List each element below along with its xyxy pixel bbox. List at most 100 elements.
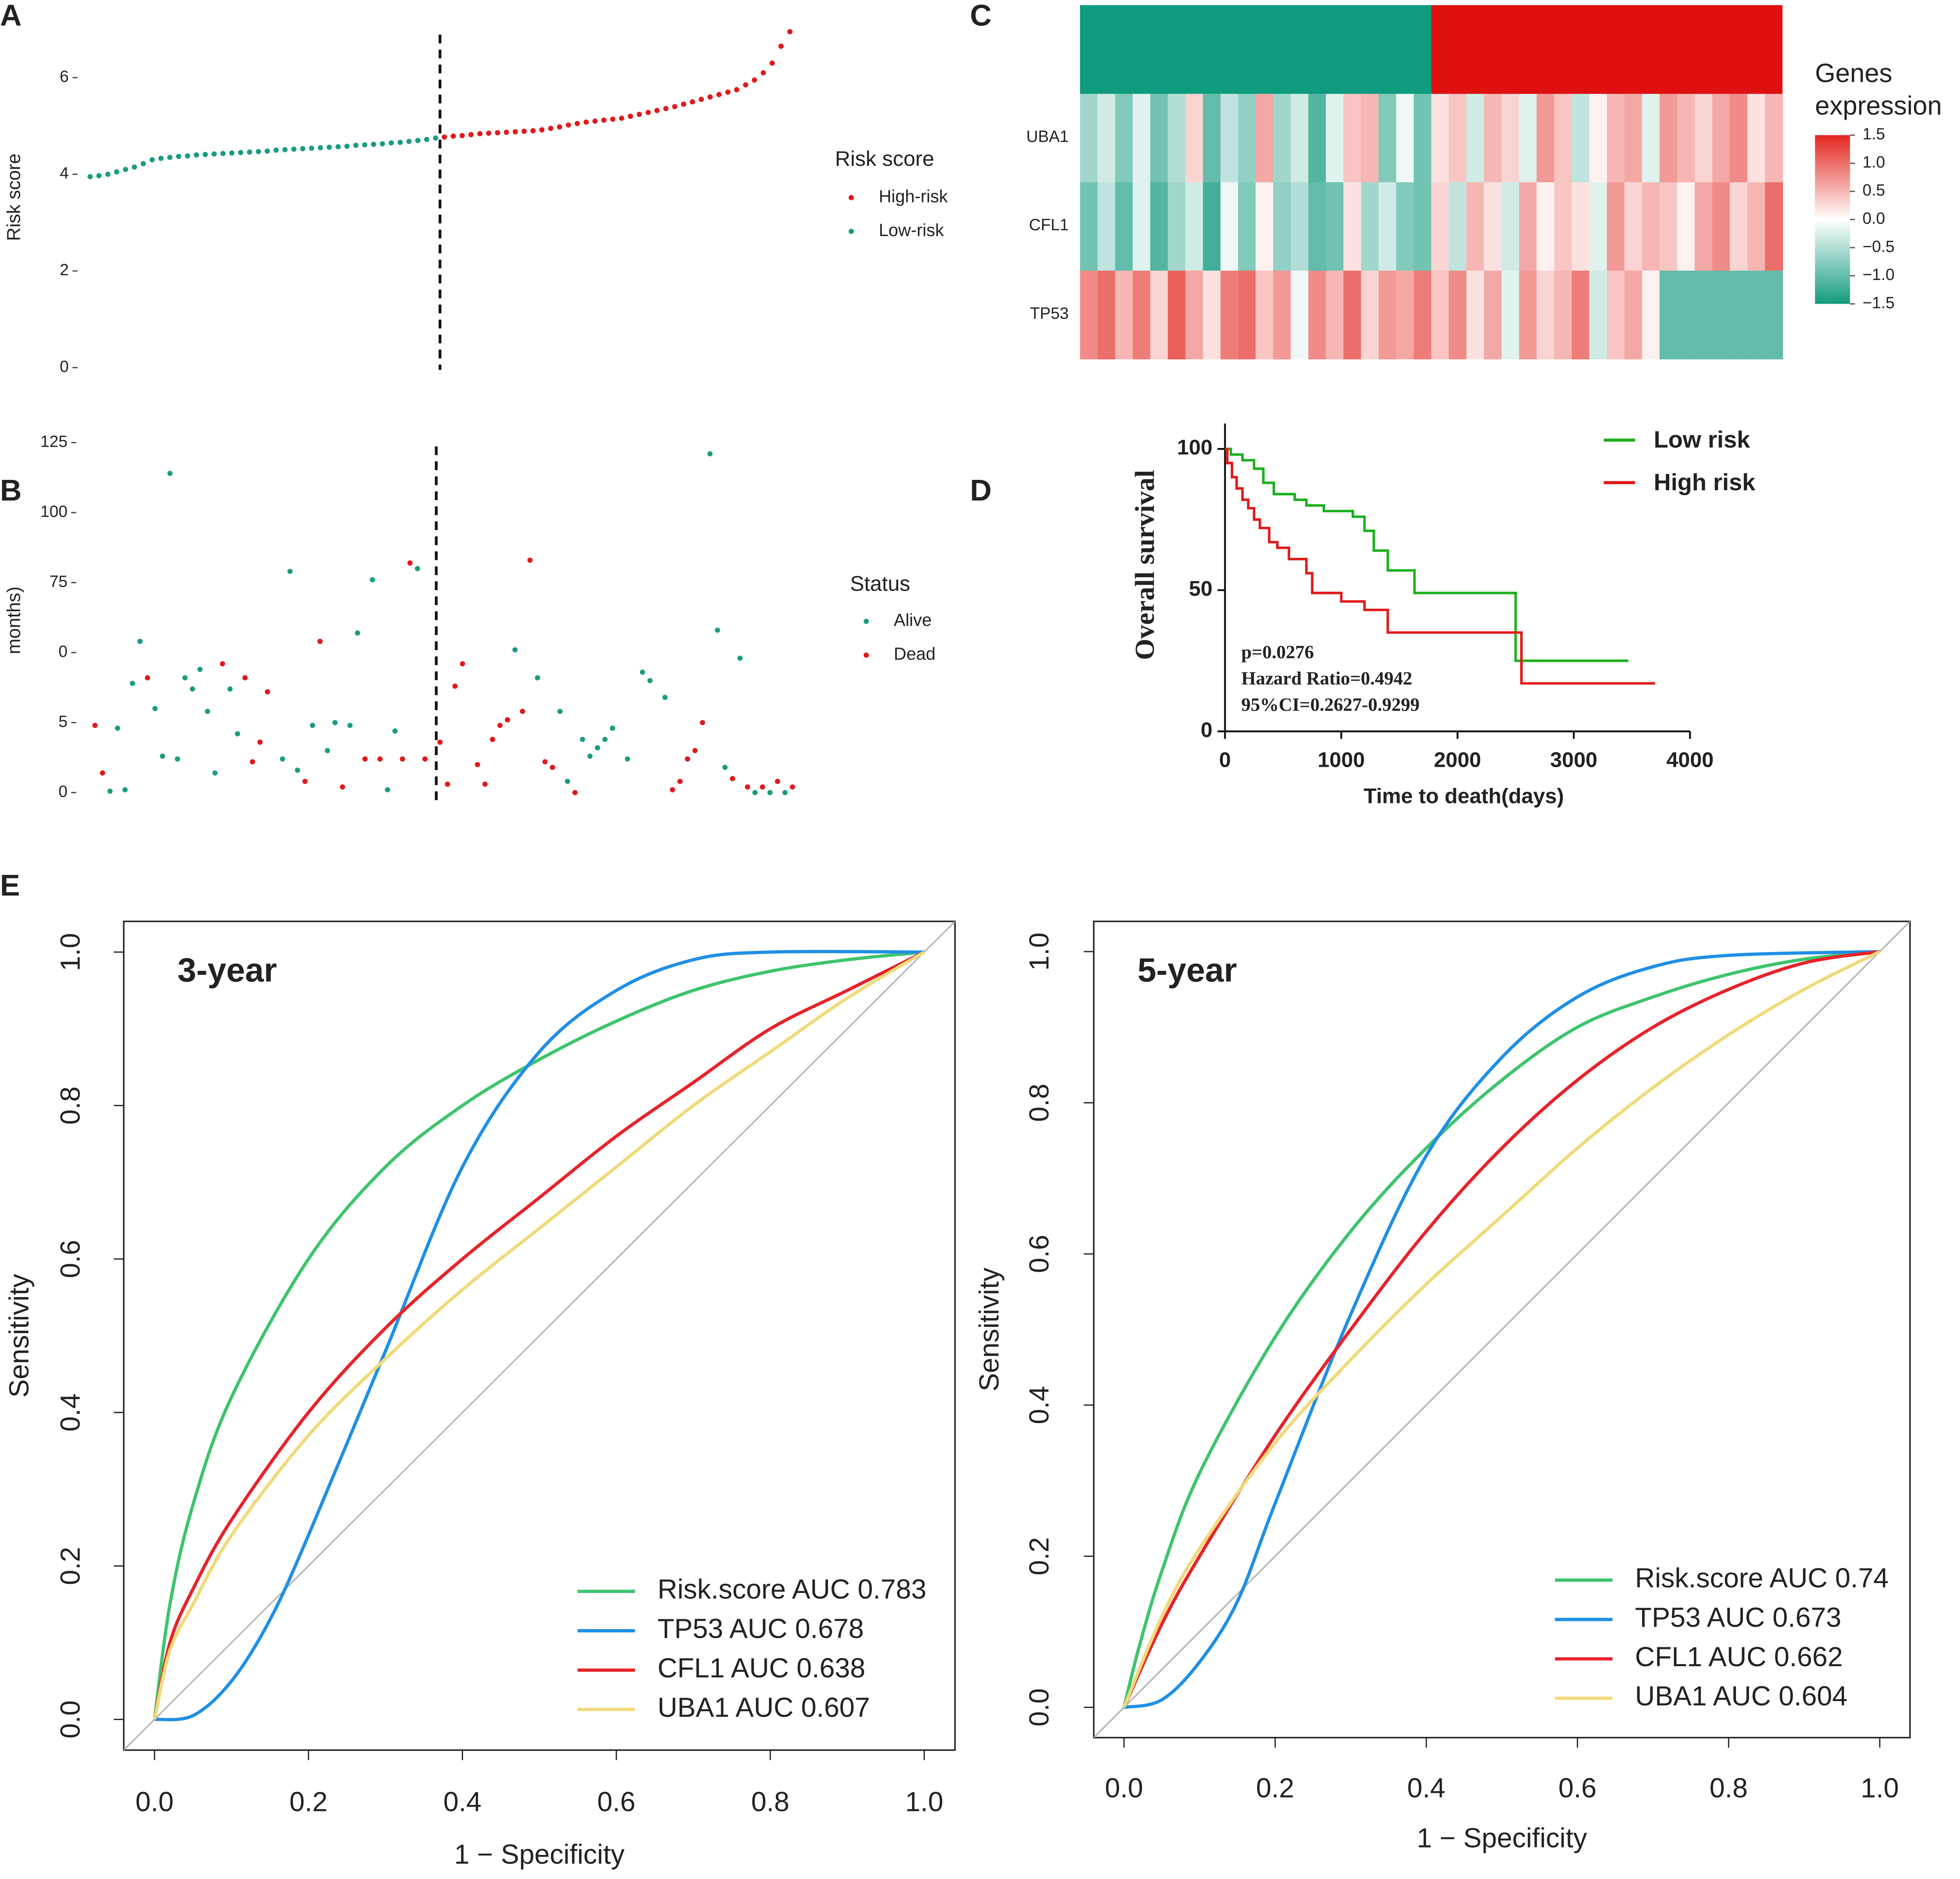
point [362, 756, 368, 762]
point [300, 146, 305, 152]
heat-cell [1220, 182, 1239, 271]
heat-cell [1571, 93, 1590, 183]
colorbar-label: 0.0 [1863, 209, 1885, 227]
point [130, 681, 135, 686]
point [752, 790, 758, 796]
x-tick-label: 0.6 [1559, 1773, 1597, 1804]
point [512, 647, 518, 653]
y-tick-label: 0.0 [1024, 1688, 1055, 1727]
heat-cell [1291, 182, 1309, 271]
heat-cell [1677, 271, 1696, 360]
heat-cell [1378, 271, 1397, 360]
point [565, 778, 570, 784]
y-axis-label: Overall survival [1129, 470, 1160, 660]
heat-cell [1396, 271, 1414, 360]
point [475, 762, 480, 768]
x-tick-label: 0.2 [289, 1786, 328, 1817]
point [190, 686, 195, 692]
heat-cell [1413, 93, 1432, 183]
point [92, 722, 98, 728]
point [575, 121, 580, 126]
point [594, 745, 600, 751]
heat-cell [1537, 182, 1555, 271]
point [520, 709, 526, 714]
heat-cell [1466, 93, 1485, 183]
heat-cell [1695, 271, 1713, 360]
heat-cell [1343, 93, 1362, 183]
point [415, 137, 421, 143]
legend-label: TP53 AUC 0.673 [1635, 1602, 1842, 1633]
point [445, 781, 450, 787]
y-tick-label: 50 [1189, 577, 1213, 600]
heat-cell [1238, 182, 1257, 271]
legend-swatch [849, 195, 854, 200]
y-axis-label: Sensitivity [974, 1268, 1005, 1391]
point [205, 709, 210, 714]
roc-curve [1122, 950, 1880, 1708]
legend-swatch [863, 652, 869, 658]
heat-cell [1712, 182, 1730, 271]
point [317, 145, 323, 151]
group-bar-low [1080, 5, 1431, 94]
y-tick-label: 6 [60, 67, 69, 85]
point [193, 152, 199, 158]
point [566, 122, 571, 128]
heat-cell [1378, 182, 1397, 271]
panel-title: 3-year [177, 951, 277, 989]
row-label: UBA1 [1026, 127, 1069, 145]
y-tick-label: 0 [59, 642, 68, 660]
heat-cell [1396, 182, 1414, 271]
y-tick-label: 0.8 [1024, 1084, 1055, 1122]
y-tick-label: 100 [1177, 436, 1212, 459]
heat-cell [1695, 182, 1713, 271]
heat-cell [1291, 271, 1309, 360]
heat-cell [1308, 182, 1327, 271]
point [734, 87, 740, 93]
heat-cell [1659, 182, 1678, 271]
heat-cell [1449, 182, 1467, 271]
heat-cell [1607, 271, 1625, 360]
point [592, 118, 598, 124]
point [131, 164, 137, 170]
x-axis-label: Time to death(days) [1363, 784, 1564, 808]
point [291, 146, 297, 152]
y-tick-label: 2 [60, 261, 69, 279]
point [775, 778, 781, 784]
point [625, 756, 630, 762]
heat-cell [1396, 93, 1414, 183]
point [486, 131, 492, 136]
heat-cell [1607, 182, 1625, 271]
colorbar-label: 0.5 [1863, 181, 1885, 199]
heat-cell [1431, 271, 1450, 360]
plot-frame [123, 921, 956, 1751]
heat-cell [1730, 182, 1748, 271]
point [640, 669, 645, 675]
point [672, 104, 678, 109]
heat-cell [1554, 271, 1572, 360]
point [302, 778, 308, 784]
heat-cell [1132, 271, 1151, 360]
x-tick-label: 0.4 [1407, 1773, 1446, 1804]
point [339, 784, 345, 790]
heat-cell [1167, 182, 1186, 271]
panel-letter: D [970, 473, 992, 507]
heat-cell [1132, 182, 1151, 271]
point [220, 661, 225, 667]
point [344, 143, 350, 149]
point [513, 129, 518, 134]
heat-cell [1080, 182, 1098, 271]
heat-cell [1291, 93, 1309, 183]
point [422, 756, 428, 762]
heat-cell [1747, 182, 1766, 271]
heat-cell [1765, 271, 1783, 360]
heat-cell [1325, 93, 1344, 183]
heat-cell [1150, 182, 1169, 271]
point [505, 717, 510, 723]
point [610, 725, 615, 731]
point [96, 173, 102, 179]
legend-label: Low risk [1654, 426, 1750, 453]
heat-cell [1097, 271, 1116, 360]
point [100, 770, 106, 776]
point [767, 790, 773, 796]
